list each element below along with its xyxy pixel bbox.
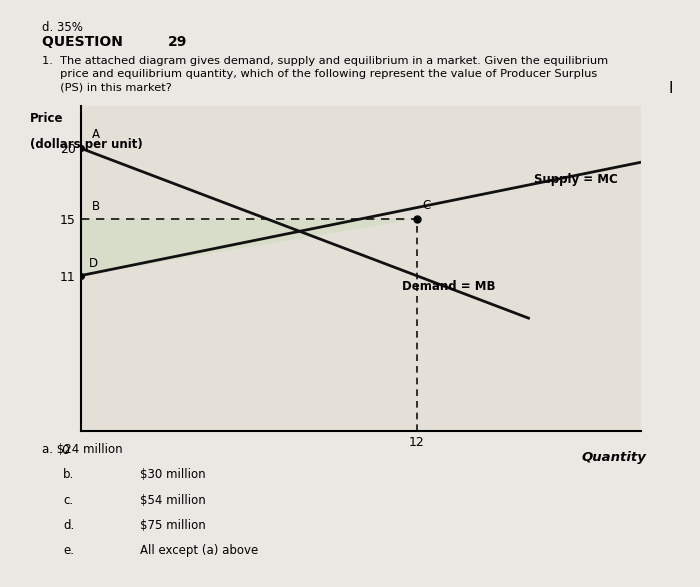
Text: A: A <box>92 128 99 141</box>
Text: 0: 0 <box>62 444 69 457</box>
Text: 1.  The attached diagram gives demand, supply and equilibrium in a market. Given: 1. The attached diagram gives demand, su… <box>42 56 608 66</box>
Text: d. 35%: d. 35% <box>42 21 83 33</box>
Text: (dollars per unit): (dollars per unit) <box>30 138 143 151</box>
Text: d.: d. <box>63 519 74 532</box>
Text: B: B <box>92 200 100 213</box>
Text: QUESTION: QUESTION <box>42 35 127 49</box>
Text: 29: 29 <box>168 35 188 49</box>
Text: Quantity: Quantity <box>581 451 646 464</box>
Text: (PS) in this market?: (PS) in this market? <box>42 83 172 93</box>
Text: $54 million: $54 million <box>140 494 206 507</box>
Text: $30 million: $30 million <box>140 468 206 481</box>
Text: e.: e. <box>63 544 74 557</box>
Text: I: I <box>668 81 673 96</box>
Text: Demand = MB: Demand = MB <box>402 281 496 294</box>
Text: b.: b. <box>63 468 74 481</box>
Polygon shape <box>80 219 416 276</box>
Text: Price: Price <box>30 112 64 125</box>
Text: $75 million: $75 million <box>140 519 206 532</box>
Text: All except (a) above: All except (a) above <box>140 544 258 557</box>
Text: price and equilibrium quantity, which of the following represent the value of Pr: price and equilibrium quantity, which of… <box>42 69 597 79</box>
Text: a. $24 million: a. $24 million <box>42 443 122 456</box>
Text: Supply = MC: Supply = MC <box>534 173 618 186</box>
Text: D: D <box>89 257 98 270</box>
Text: C: C <box>422 199 430 212</box>
Text: c.: c. <box>63 494 73 507</box>
